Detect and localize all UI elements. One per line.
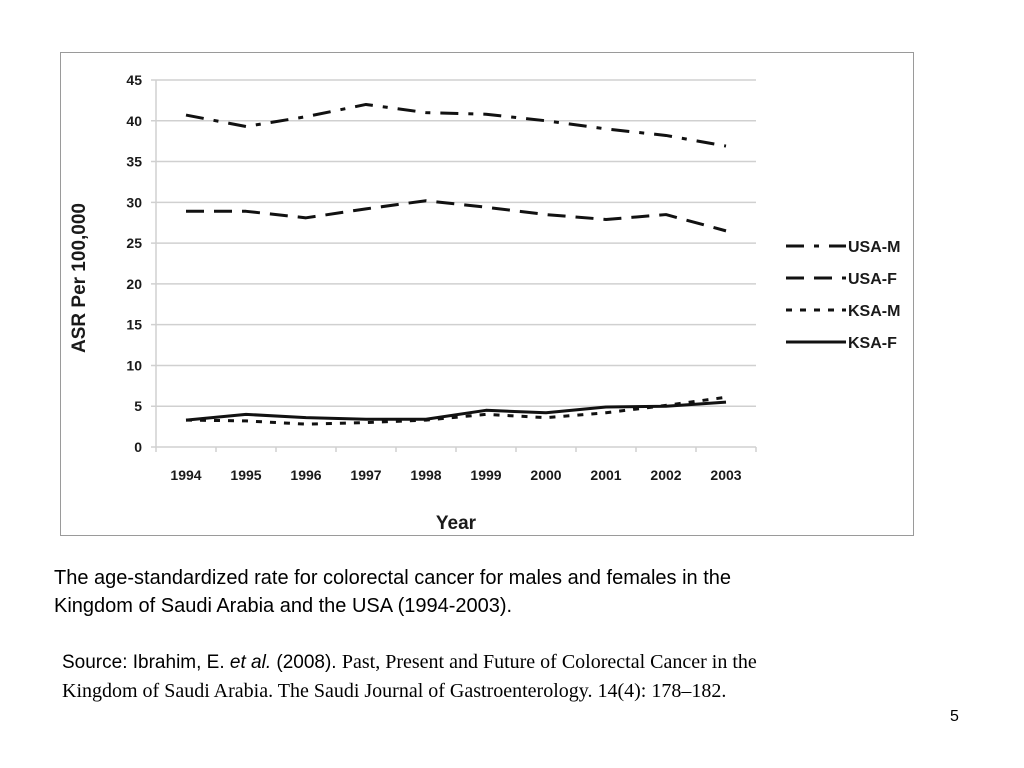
source-etal: et al. (229, 652, 272, 673)
legend-label-usa-m: USA-M (848, 239, 900, 256)
series-line-ksa-f (185, 400, 727, 422)
legend-label-ksa-m: KSA-M (848, 303, 900, 320)
y-tick-label: 30 (126, 194, 142, 210)
series-lines (185, 102, 727, 426)
series-line-usa-m (185, 102, 727, 148)
figure-caption: The age-standardized rate for colorectal… (54, 564, 954, 620)
y-axis-title: ASR Per 100,000 (69, 203, 90, 353)
y-tick-label: 15 (126, 317, 142, 333)
y-tick-label: 10 (126, 357, 142, 373)
gridlines (151, 79, 757, 452)
x-tick-label: 2003 (710, 467, 741, 483)
x-tick-label: 1997 (350, 467, 381, 483)
series-line-ksa-m (185, 395, 727, 426)
y-tick-label: 0 (134, 439, 142, 455)
slide-number: 5 (950, 708, 959, 725)
y-axis-ticks: 0 5 10 15 20 25 30 35 40 45 (126, 72, 142, 455)
x-tick-label: 1995 (230, 467, 261, 483)
legend: USA-M USA-F KSA-M KSA-F (786, 239, 900, 352)
source-title-line-2: Kingdom of Saudi Arabia. The Saudi Journ… (62, 680, 727, 702)
y-tick-label: 40 (126, 113, 142, 129)
x-tick-label: 2001 (590, 467, 621, 483)
x-axis-ticks: 1994 1995 1996 1997 1998 1999 2000 2001 2002 2003 (170, 467, 741, 483)
y-tick-label: 35 (126, 154, 142, 170)
source-year: (2008). (271, 652, 342, 673)
y-tick-label: 5 (134, 398, 142, 414)
x-tick-label: 1999 (470, 467, 501, 483)
legend-label-ksa-f: KSA-F (848, 335, 897, 352)
y-tick-label: 25 (126, 235, 142, 251)
legend-label-usa-f: USA-F (848, 271, 897, 288)
source-title-line-1: Past, Present and Future of Colorectal C… (341, 651, 757, 673)
x-tick-label: 2002 (650, 467, 681, 483)
caption-line-2: Kingdom of Saudi Arabia and the USA (199… (54, 595, 513, 617)
x-tick-label: 1994 (170, 467, 201, 483)
caption-line-1: The age-standardized rate for colorectal… (54, 567, 732, 589)
chart-frame: 0 5 10 15 20 25 30 35 40 45 1994 1995 1996 1997 1998 1… (60, 52, 914, 536)
source-citation: Source: Ibrahim, E. et al. (2008). Past,… (62, 648, 1002, 705)
series-line-usa-f (186, 199, 727, 233)
x-tick-label: 2000 (530, 467, 561, 483)
y-tick-label: 45 (126, 72, 142, 88)
x-tick-label: 1996 (290, 467, 321, 483)
x-axis-title: Year (436, 513, 477, 534)
y-tick-label: 20 (126, 276, 142, 292)
source-prefix: Source: Ibrahim, E. (62, 652, 230, 673)
x-tick-label: 1998 (410, 467, 441, 483)
